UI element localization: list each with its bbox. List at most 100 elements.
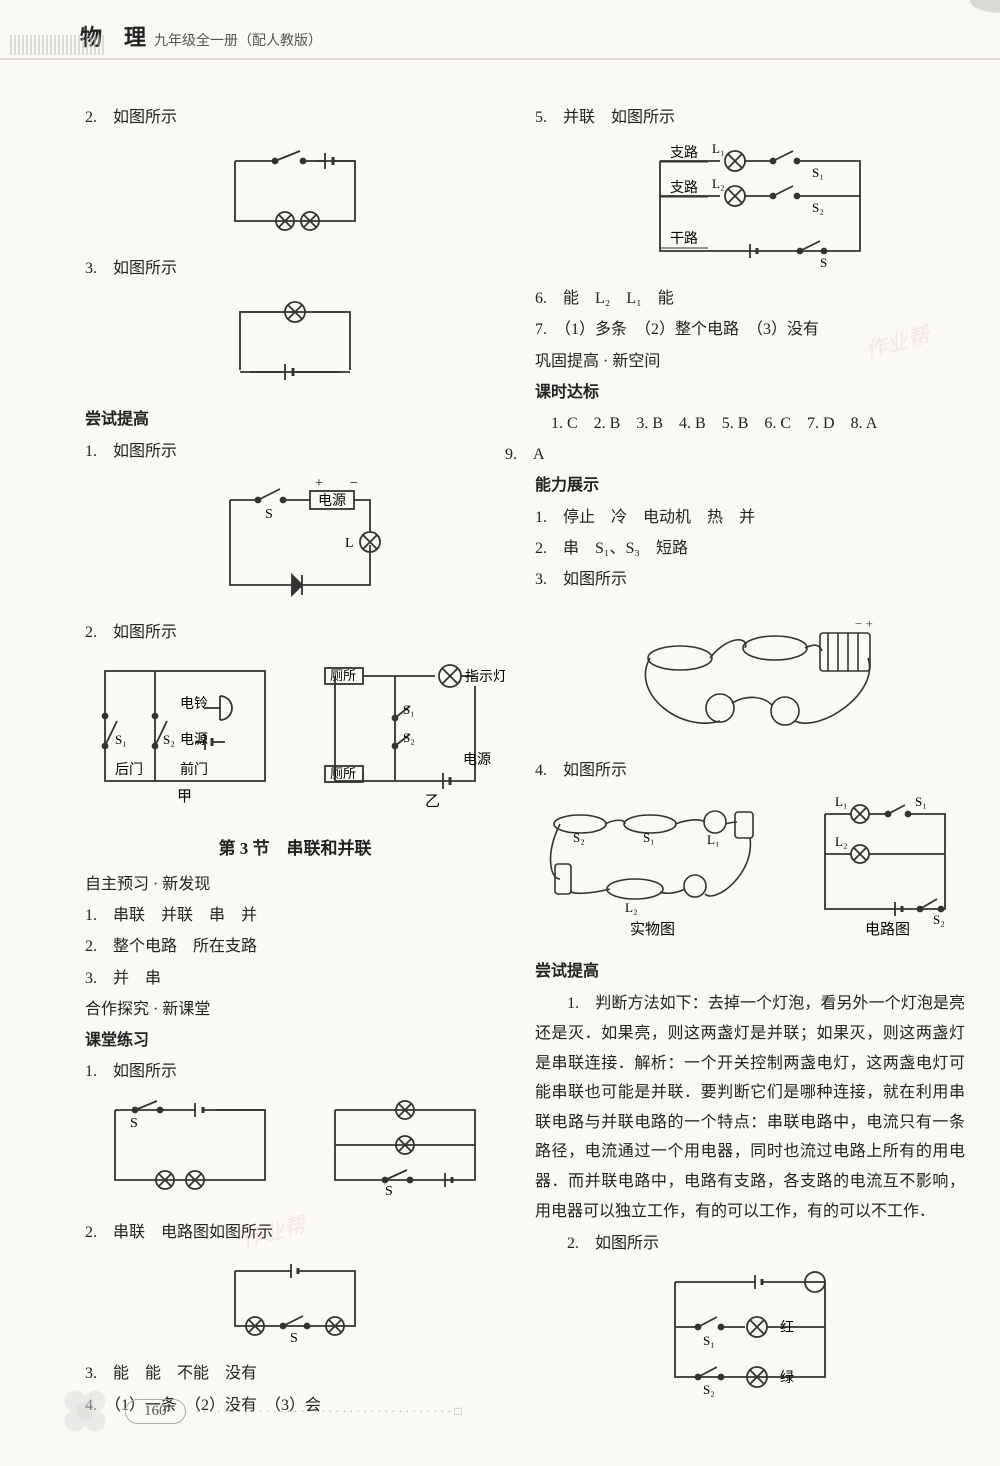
- left-p1: 1. 串联 并联 串 并: [85, 902, 505, 929]
- figure-left-1: [85, 141, 505, 241]
- lbl-s2-phys: S₂: [573, 830, 585, 845]
- lbl-shiwu: 实物图: [630, 921, 675, 938]
- label-s2b: S₂: [403, 730, 415, 745]
- circuit-svg-r3: S₂ S₁ L₁ L₂ 实物图: [535, 794, 965, 944]
- physical-svg-1: − +: [610, 603, 890, 743]
- circuit-svg-6: S: [195, 1256, 395, 1346]
- page-number: 160: [125, 1399, 186, 1424]
- lbl-l2: L₂: [712, 176, 724, 191]
- preview-label: 自主预习 · 新发现: [85, 871, 505, 898]
- lbl-s2-d: S₂: [933, 912, 945, 927]
- lbl-last-green: 绿: [780, 1370, 794, 1386]
- figure-left-5: S S: [85, 1095, 505, 1205]
- left-q2: 2. 如图所示: [85, 104, 505, 131]
- figure-left-2: [85, 292, 505, 392]
- left-c3: 3. 能 能 不能 没有: [85, 1360, 505, 1387]
- label-source: 电源: [318, 493, 346, 509]
- right-n1: 1. 停止 冷 电动机 热 并: [535, 504, 965, 531]
- right-n3: 3. 如图所示: [535, 566, 965, 593]
- a9-line: 9. A: [505, 441, 965, 468]
- keshi-label: 课时达标: [535, 379, 965, 406]
- label-s2a: S₂: [163, 732, 175, 747]
- right-n2: 2. 串 S₁、S₃ 短路: [535, 535, 965, 562]
- right-para2: 2. 如图所示: [535, 1230, 965, 1257]
- lbl-l1-phys: L₁: [707, 832, 719, 847]
- label-S-c1b: S: [385, 1184, 393, 1199]
- lbl-s2: S₂: [812, 200, 824, 215]
- lbl-s: S: [820, 255, 827, 270]
- header-hatching: [10, 35, 105, 55]
- lbl-l1: L₁: [712, 141, 724, 156]
- label-backdoor: 后门: [115, 762, 143, 778]
- label-minus: −: [350, 476, 358, 491]
- right-q6: 6. 能 L₂ L₁ 能: [535, 285, 965, 312]
- lbl-ganlu: 干路: [670, 231, 698, 247]
- label-S-c2: S: [290, 1331, 298, 1346]
- figure-left-3: S + − 电源 L: [85, 475, 505, 605]
- label-indicator: 指示灯: [465, 669, 505, 685]
- right-q5: 5. 并联 如图所示: [535, 104, 965, 131]
- figure-right-2: − +: [535, 603, 965, 743]
- right-n4: 4. 如图所示: [535, 757, 965, 784]
- section-3-title: 第 3 节 串联和并联: [85, 834, 505, 859]
- lbl-last-s2: S₂: [703, 1382, 715, 1397]
- lbl-last-s1: S₁: [703, 1333, 715, 1348]
- footer-flower-icon: [60, 1386, 110, 1436]
- lbl-s1-d: S₁: [915, 794, 927, 809]
- figure-right-3: S₂ S₁ L₁ L₂ 实物图: [535, 794, 965, 944]
- circuit-svg-1: [195, 141, 395, 241]
- lbl-dianlu: 电路图: [865, 921, 910, 938]
- label-frontdoor: 前门: [180, 761, 208, 778]
- lbl-l1-d: L₁: [835, 794, 847, 809]
- label-bell: 电铃: [180, 696, 208, 712]
- ability-label: 能力展示: [535, 472, 965, 499]
- label-S-c1: S: [130, 1116, 138, 1131]
- label-src-b: 电源: [463, 752, 491, 768]
- circuit-svg-r4: S₁ S₂ 红 绿: [635, 1267, 865, 1397]
- right-para1: 1. 判断方法如下：去掉一个灯泡，看另外一个灯泡是亮还是灭．如果亮，则这两盏灯是…: [535, 989, 965, 1226]
- label-L: L: [345, 536, 354, 551]
- lbl-s1-phys: S₁: [643, 830, 655, 845]
- circuit-svg-r1: 支路 支路 干路 L₁ L₂ S₁ S₂ S: [600, 141, 900, 271]
- lbl-s1: S₁: [812, 165, 824, 180]
- lbl-last-red: 红: [780, 1320, 794, 1336]
- footer-dots: ·····································□: [196, 1404, 465, 1419]
- lbl-zhilu1: 支路: [670, 145, 698, 161]
- circuit-svg-2: [200, 292, 390, 392]
- try-title-right: 尝试提高: [535, 958, 965, 985]
- lbl-l2-phys: L₂: [625, 900, 637, 915]
- right-column: 5. 并联 如图所示: [535, 100, 965, 1423]
- coop-label: 合作探究 · 新课堂: [85, 996, 505, 1023]
- left-p3: 3. 并 串: [85, 965, 505, 992]
- page-footer: 160 ····································…: [60, 1386, 465, 1436]
- circuit-svg-3: S + − 电源 L: [180, 475, 410, 605]
- top-corner-decoration: [880, 0, 1000, 50]
- try-title-left: 尝试提高: [85, 406, 505, 433]
- lbl-zhilu2: 支路: [670, 180, 698, 196]
- answers-line: 1. C 2. B 3. B 4. B 5. B 6. C 7. D 8. A: [535, 410, 965, 437]
- left-column: 2. 如图所示: [85, 100, 505, 1423]
- left-p2: 2. 整个电路 所在支路: [85, 933, 505, 960]
- lbl-l2-d: L₂: [835, 834, 847, 849]
- class-ex-label: 课堂练习: [85, 1027, 505, 1054]
- label-yi: 乙: [425, 794, 440, 810]
- label-plus: +: [315, 476, 323, 491]
- content-columns: 2. 如图所示: [0, 60, 1000, 1423]
- grade-label: 九年级全一册（配人教版）: [154, 30, 322, 50]
- figure-left-6: S: [85, 1256, 505, 1346]
- left-t1: 1. 如图所示: [85, 438, 505, 465]
- circuit-svg-5: S S: [95, 1095, 495, 1205]
- label-s1a: S₁: [115, 732, 127, 747]
- label-wc2: 厕所: [330, 766, 356, 781]
- left-q3: 3. 如图所示: [85, 255, 505, 282]
- left-t2: 2. 如图所示: [85, 619, 505, 646]
- label-src-a: 电源: [180, 732, 208, 748]
- left-c1: 1. 如图所示: [85, 1058, 505, 1085]
- label-S: S: [265, 507, 273, 522]
- figure-right-1: 支路 支路 干路 L₁ L₂ S₁ S₂ S: [535, 141, 965, 271]
- page-header: 物 理 九年级全一册（配人教版）: [0, 0, 1000, 60]
- figure-left-4: S₁ S₂ 电铃 电源 后门 前门 甲: [85, 656, 505, 816]
- label-wc1: 厕所: [330, 668, 356, 683]
- label-s1b: S₁: [403, 702, 415, 717]
- figure-right-4: S₁ S₂ 红 绿: [535, 1267, 965, 1397]
